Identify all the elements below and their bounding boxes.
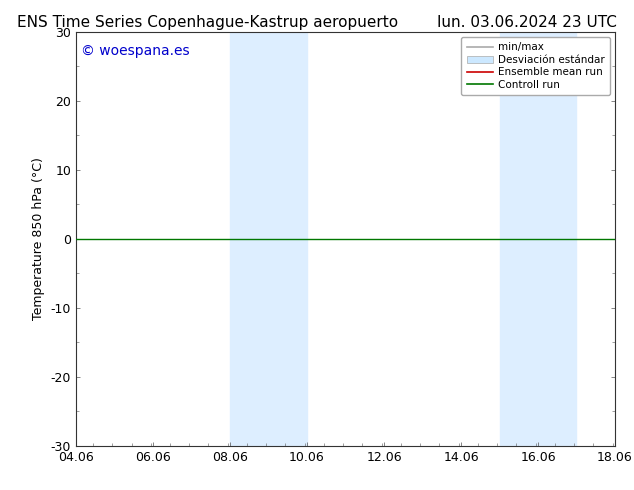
Legend: min/max, Desviación estándar, Ensemble mean run, Controll run: min/max, Desviación estándar, Ensemble m… bbox=[462, 37, 610, 95]
Text: © woespana.es: © woespana.es bbox=[81, 44, 190, 58]
Y-axis label: Temperature 850 hPa (°C): Temperature 850 hPa (°C) bbox=[32, 157, 45, 320]
Text: ENS Time Series Copenhague-Kastrup aeropuerto        lun. 03.06.2024 23 UTC: ENS Time Series Copenhague-Kastrup aerop… bbox=[17, 15, 617, 30]
Bar bbox=[230, 32, 307, 446]
Bar bbox=[500, 32, 576, 446]
